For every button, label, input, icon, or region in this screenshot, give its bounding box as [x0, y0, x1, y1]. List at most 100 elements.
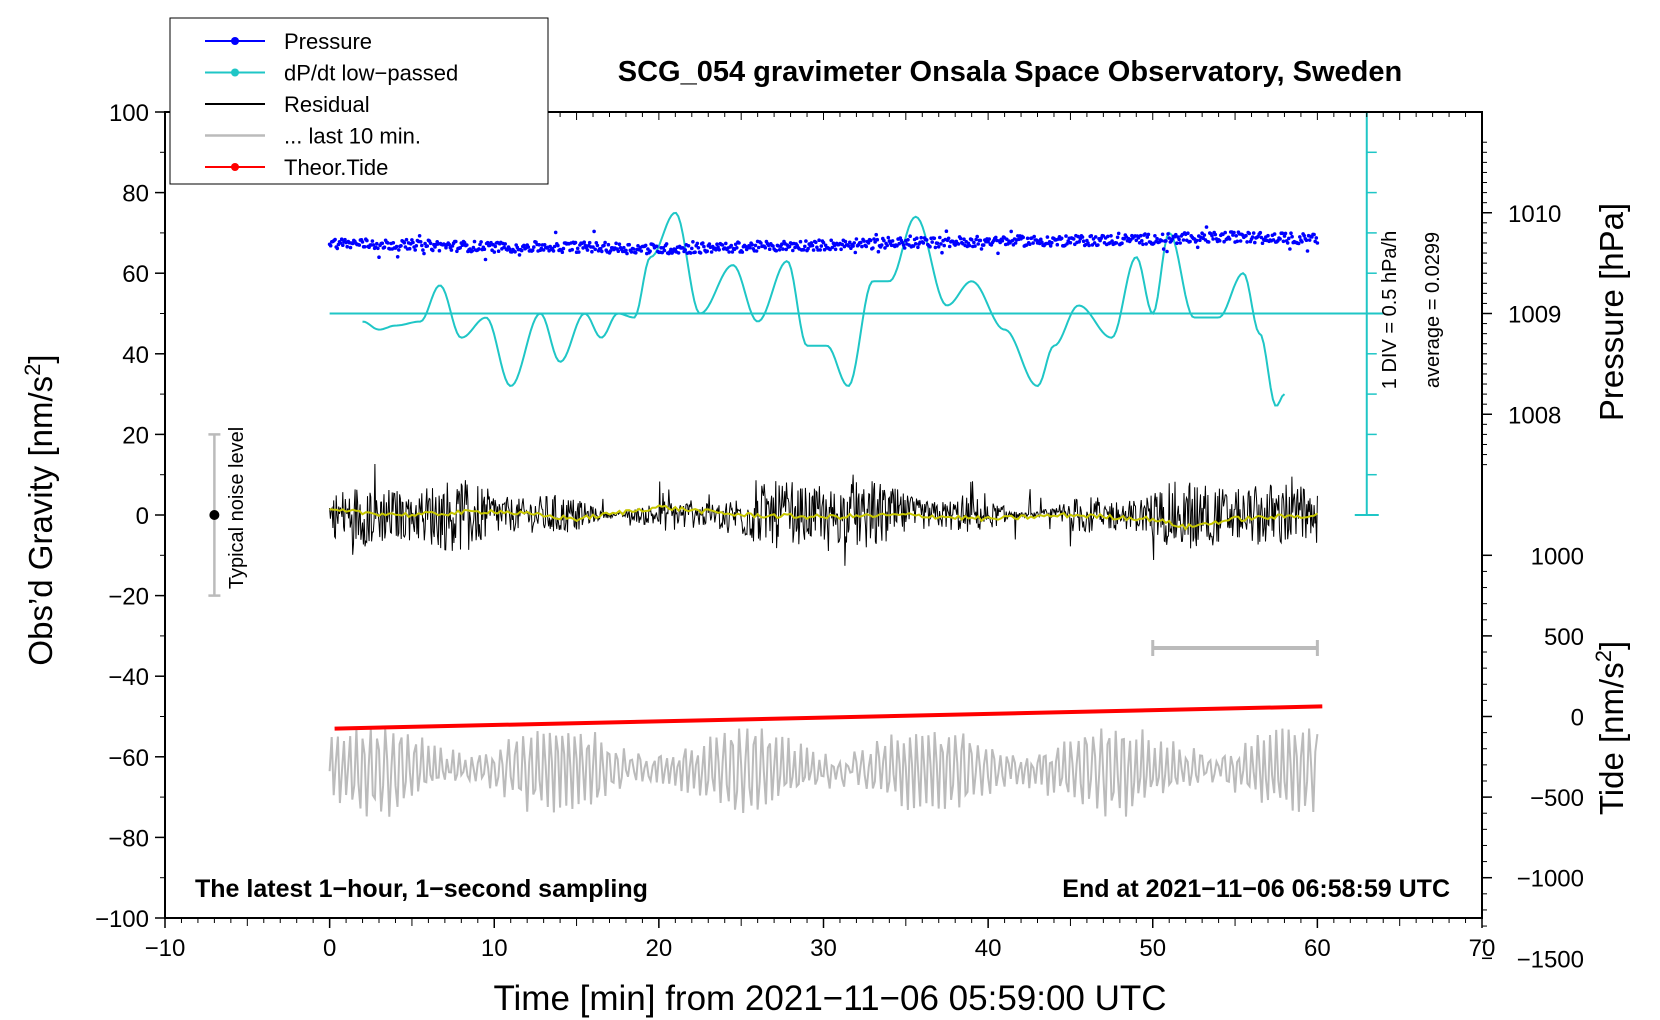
pressure-point	[1266, 233, 1270, 238]
pressure-point	[777, 248, 782, 252]
pressure-point	[1114, 241, 1119, 245]
pressure-point	[791, 248, 795, 253]
pressure-point	[1140, 239, 1144, 243]
pressure-point	[1223, 230, 1227, 235]
pressure-point	[981, 243, 986, 247]
pressure-point	[735, 246, 739, 250]
pressure-point	[428, 241, 433, 246]
pressure-point	[365, 238, 369, 243]
pressure-point	[686, 244, 691, 248]
pressure-point	[573, 240, 578, 245]
noise-level-label: Typical noise level	[226, 427, 248, 589]
pressure-point	[1315, 241, 1320, 245]
pressure-point	[413, 248, 418, 252]
pressure-point	[1222, 239, 1226, 244]
legend-label: Theor.Tide	[284, 155, 388, 180]
pressure-point	[956, 242, 961, 246]
pressure-point	[690, 246, 694, 251]
pressure-point	[455, 249, 459, 254]
pressure-point	[447, 242, 452, 247]
pressure-point	[994, 235, 998, 240]
pressure-point	[771, 244, 775, 248]
pressure-point	[477, 247, 481, 251]
pressure-point	[864, 244, 869, 249]
pressure-point	[1055, 242, 1060, 247]
pressure-series	[327, 225, 1320, 262]
pressure-point	[1290, 234, 1294, 239]
pressure-point	[561, 246, 566, 251]
pressure-point	[924, 238, 929, 242]
pressure-point	[1210, 234, 1214, 238]
pressure-point	[1258, 230, 1263, 235]
residual-smoothed-line	[329, 504, 1318, 531]
pressure-point	[470, 249, 475, 253]
pressure-point	[1009, 229, 1013, 234]
pressure-point	[833, 247, 838, 252]
pressure-point	[1305, 249, 1310, 253]
pressure-point	[1289, 231, 1293, 235]
pressure-point	[1217, 239, 1222, 243]
pressure-point	[375, 241, 379, 246]
pressure-point	[767, 247, 772, 251]
pressure-point	[730, 250, 735, 254]
pressure-point	[493, 244, 498, 249]
pressure-point	[1282, 234, 1287, 238]
pressure-point	[729, 243, 734, 248]
pressure-point	[425, 244, 430, 248]
pressure-point	[395, 254, 400, 259]
pressure-point	[1250, 235, 1255, 239]
pressure-point	[756, 245, 761, 250]
end-time-note: End at 2021−11−06 06:58:59 UTC	[1062, 875, 1450, 903]
pressure-point	[1092, 241, 1097, 245]
pressure-point	[590, 249, 594, 254]
pressure-point	[843, 239, 848, 244]
pressure-point	[1013, 241, 1018, 245]
tide-tick-label: −1500	[1517, 946, 1584, 973]
pressure-point	[1206, 240, 1211, 244]
pressure-point	[517, 253, 522, 257]
y-tick-label: −60	[108, 745, 149, 772]
pressure-point	[1213, 232, 1218, 237]
pressure-point	[602, 243, 606, 248]
pressure-point	[526, 245, 531, 249]
pressure-point	[471, 245, 476, 250]
pressure-point	[1238, 239, 1243, 243]
pressure-point	[1045, 235, 1050, 239]
pressure-point	[1059, 236, 1064, 241]
pressure-point	[938, 235, 942, 240]
pressure-point	[1245, 240, 1249, 244]
pressure-point	[662, 248, 667, 253]
pressure-tick-label: 1008	[1508, 402, 1561, 429]
pressure-point	[987, 237, 991, 241]
pressure-point	[1161, 247, 1166, 251]
pressure-point	[1141, 242, 1145, 247]
tide-tick-label: 1000	[1531, 543, 1584, 570]
pressure-point	[724, 241, 728, 246]
pressure-point	[875, 237, 880, 242]
pressure-point	[1181, 238, 1186, 242]
pressure-point	[1031, 241, 1035, 245]
pressure-point	[407, 246, 412, 251]
pressure-point	[593, 247, 597, 252]
x-tick-label: −10	[145, 935, 186, 962]
pressure-point	[622, 245, 626, 250]
pressure-point	[1272, 232, 1277, 236]
pressure-point	[1115, 235, 1120, 240]
pressure-point	[702, 244, 706, 249]
pressure-point	[848, 240, 852, 245]
pressure-point	[483, 257, 488, 262]
pressure-point	[639, 249, 644, 253]
pressure-point	[676, 251, 681, 255]
pressure-point	[377, 255, 381, 259]
pressure-point	[1280, 231, 1285, 235]
pressure-point	[942, 243, 946, 248]
pressure-point	[876, 249, 881, 254]
pressure-point	[866, 241, 871, 245]
pressure-point	[362, 245, 367, 249]
pressure-point	[1134, 238, 1139, 243]
pressure-point	[683, 248, 687, 252]
x-tick-label: 40	[975, 935, 1002, 962]
pressure-point	[629, 250, 634, 254]
pressure-point	[1068, 240, 1073, 245]
legend-label: Pressure	[284, 29, 372, 54]
